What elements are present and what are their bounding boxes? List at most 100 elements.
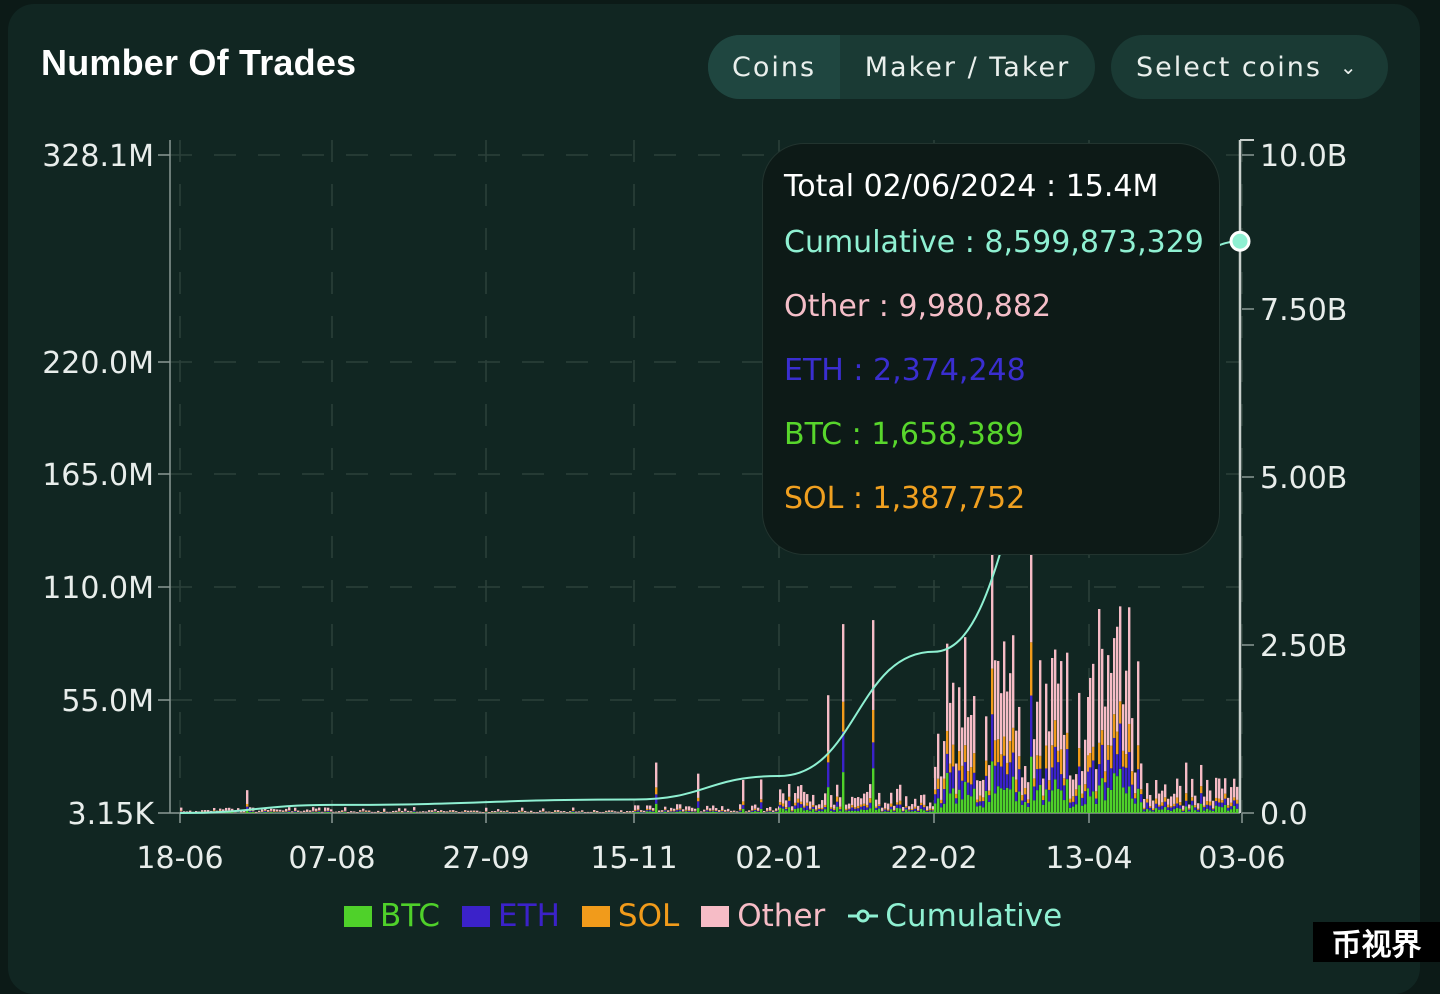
bar-segment-eth (327, 810, 330, 812)
legend-sol[interactable]: SOL (581, 898, 679, 934)
tab-coins[interactable]: Coins (708, 35, 840, 99)
bar-segment-other (643, 810, 646, 812)
bar-segment-sol (1134, 793, 1137, 799)
bar-segment-other (964, 637, 967, 746)
bar-segment-sol (1161, 802, 1164, 806)
right-axis-label: 5.00B (1260, 461, 1347, 496)
bar-segment-other (1075, 774, 1078, 790)
bar-segment-sol (905, 806, 908, 808)
bar-segment-eth (1072, 801, 1075, 807)
bar-segment-btc (252, 811, 255, 814)
bar-segment-other (219, 808, 222, 811)
bar-segment-btc (1218, 806, 1221, 814)
bar-segment-btc (464, 812, 467, 814)
bar-segment-other (1027, 782, 1030, 800)
right-axis-label: 2.50B (1260, 629, 1347, 664)
bar-segment-sol (899, 800, 902, 805)
bar-segment-sol (521, 810, 524, 812)
select-coins-dropdown[interactable]: Select coins ⌄ (1111, 35, 1388, 99)
bar-segment-sol (249, 810, 252, 811)
legend-cumulative[interactable]: Cumulative (847, 898, 1062, 934)
bar-segment-btc (1081, 805, 1084, 814)
bar-segment-btc (691, 812, 694, 814)
bar-segment-other (751, 805, 754, 810)
bar-segment-eth (721, 811, 724, 813)
bar-segment-eth (1122, 766, 1125, 788)
bar-segment-eth (1188, 809, 1191, 812)
bar-segment-eth (246, 806, 249, 811)
bar-segment-btc (249, 812, 252, 814)
bar-segment-other (1134, 772, 1137, 794)
bar-segment-other (721, 806, 724, 811)
bar-segment-eth (836, 801, 839, 807)
bar-segment-sol (1155, 798, 1158, 804)
bar-segment-eth (1116, 754, 1119, 777)
bar-segment-sol (757, 810, 760, 812)
bar-segment-eth (979, 801, 982, 806)
bar-segment-btc (258, 812, 261, 814)
bar-segment-eth (893, 810, 896, 812)
bar-segment-sol (908, 809, 911, 811)
legend-other[interactable]: Other (701, 898, 825, 934)
bar-segment-eth (273, 811, 276, 813)
bar-segment-eth (997, 762, 1000, 787)
bar-segment-other (183, 811, 186, 813)
bar-segment-other (830, 795, 833, 808)
bar-segment-btc (581, 812, 584, 814)
bar-segment-other (380, 812, 383, 813)
bar-segment-eth (341, 811, 344, 813)
bar-segment-eth (926, 810, 929, 812)
bar-segment-btc (688, 812, 691, 814)
bar-segment-sol (1140, 789, 1143, 795)
bar-segment-btc (955, 803, 958, 814)
bar-segment-other (431, 810, 434, 812)
chart-title: Number Of Trades (41, 42, 357, 83)
bar-segment-other (410, 811, 413, 813)
bar-segment-eth (976, 802, 979, 807)
bar-segment-other (1048, 731, 1051, 781)
bar-segment-eth (303, 812, 306, 813)
bar-segment-btc (703, 812, 706, 814)
legend-btc[interactable]: BTC (344, 898, 440, 934)
bar-segment-eth (294, 811, 297, 813)
bar-segment-btc (866, 809, 869, 814)
bar-segment-btc (961, 799, 964, 814)
bar-segment-eth (1179, 805, 1182, 809)
bar-segment-btc (1060, 790, 1063, 814)
bar-segment-other (700, 811, 703, 813)
bar-segment-sol (824, 804, 827, 808)
bar-segment-btc (318, 811, 321, 814)
bar-segment-other (824, 793, 827, 805)
bar-segment-other (509, 812, 512, 813)
bar-segment-sol (800, 801, 803, 805)
bar-segment-btc (309, 812, 312, 814)
bar-segment-sol (1212, 808, 1215, 810)
bar-segment-other (958, 687, 961, 752)
bar-segment-other (940, 776, 943, 800)
bar-segment-sol (1119, 701, 1122, 724)
bar-segment-eth (920, 805, 923, 809)
view-toggle: Coins Maker / Taker (708, 35, 1095, 99)
bar-segment-eth (1119, 723, 1122, 769)
bar-segment-sol (1045, 745, 1048, 769)
bar-segment-eth (449, 811, 452, 813)
bar-segment-sol (1170, 806, 1173, 808)
bar-segment-eth (715, 811, 718, 812)
bar-segment-other (503, 811, 506, 813)
bar-segment-eth (330, 811, 333, 813)
bar-segment-btc (779, 807, 782, 814)
bar-segment-other (920, 795, 923, 803)
bar-segment-other (500, 810, 503, 812)
bar-segment-btc (315, 812, 318, 814)
bar-segment-btc (775, 811, 778, 814)
bar-segment-btc (887, 811, 890, 814)
bar-segment-other (902, 806, 905, 811)
bar-segment-btc (1128, 786, 1131, 814)
legend-eth[interactable]: ETH (462, 898, 560, 934)
bar-segment-other (324, 807, 327, 811)
bar-segment-other (1072, 779, 1075, 797)
bar-segment-sol (1081, 793, 1084, 798)
bar-segment-btc (629, 812, 632, 814)
bar-segment-sol (887, 809, 890, 811)
tab-maker-taker[interactable]: Maker / Taker (864, 51, 1071, 83)
